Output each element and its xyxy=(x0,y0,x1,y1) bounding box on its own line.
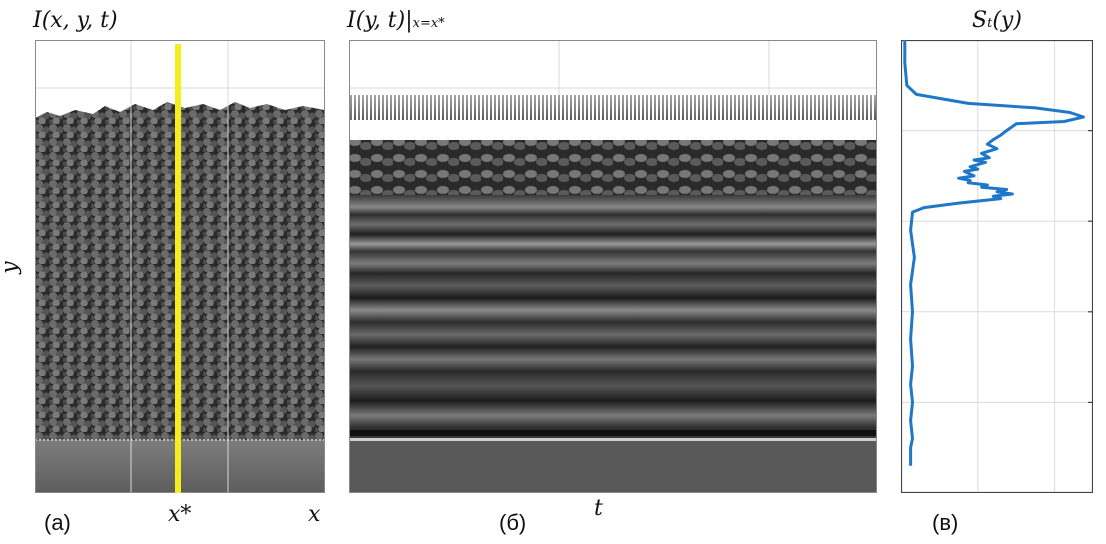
panel-c-chart xyxy=(901,40,1093,493)
panel-a-ylabel: y xyxy=(0,261,23,274)
panel-a-image xyxy=(35,40,325,493)
x-star-marker-line xyxy=(175,44,181,493)
panel-a-marker-label: x* xyxy=(168,502,192,527)
panel-b-image xyxy=(349,40,877,493)
panel-a-title: I(x, y, t) xyxy=(33,8,118,33)
panel-c-title: St(y) xyxy=(972,8,1022,33)
panel-b-xlabel: t xyxy=(594,496,603,521)
panel-b-label: (б) xyxy=(499,510,527,535)
panel-a-xlabel: x xyxy=(308,502,321,527)
panel-b-title: I(y, t)|x=x* xyxy=(347,8,445,33)
profile-line xyxy=(903,40,1085,466)
panel-c-label: (в) xyxy=(932,510,959,535)
panel-a-label: (а) xyxy=(44,510,71,535)
